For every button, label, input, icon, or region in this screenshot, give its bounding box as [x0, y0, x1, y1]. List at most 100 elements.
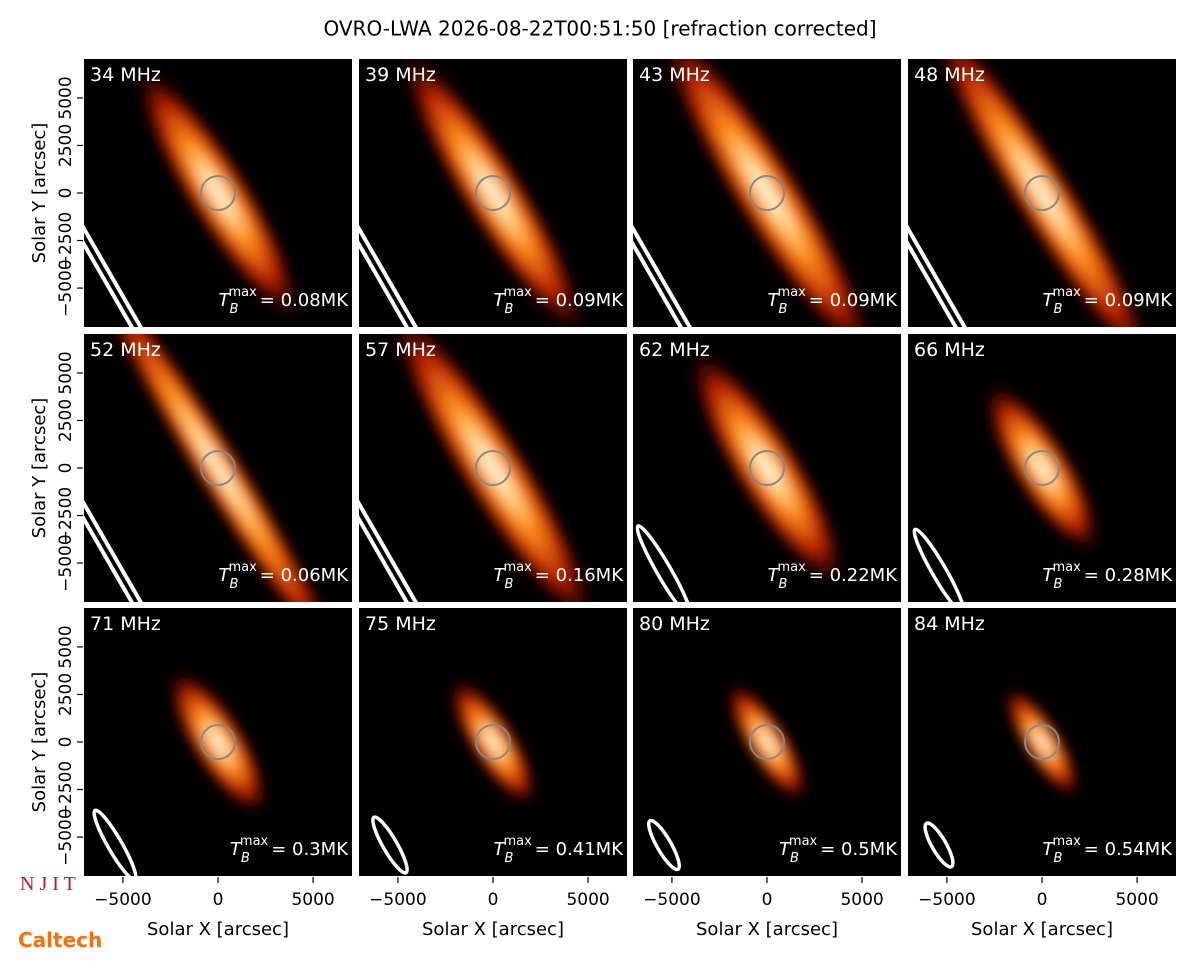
annotation-value: = 0.09MK	[809, 290, 898, 311]
annotation: TBmax = 0.08MK	[219, 285, 350, 317]
beam	[83, 498, 144, 603]
annotation-value: = 0.16MK	[535, 565, 624, 586]
symbol-sub: B	[230, 302, 239, 317]
panel	[83, 333, 353, 603]
solar-disk	[475, 450, 511, 486]
y-axis-label: Solar Y [arcsec]	[29, 398, 50, 539]
x-tick-label: −5000	[94, 890, 152, 910]
panel	[83, 607, 353, 877]
symbol: T	[1043, 565, 1056, 586]
beam	[635, 524, 693, 603]
beam	[358, 223, 419, 328]
solar-disk	[1024, 450, 1060, 486]
symbol-sup: max	[1052, 560, 1081, 575]
panel	[632, 607, 902, 877]
y-tick-label: 0	[56, 463, 76, 474]
symbol-sub: B	[505, 577, 514, 592]
beam	[83, 223, 144, 328]
y-tick-label: −5000	[56, 534, 76, 592]
beam	[912, 527, 966, 603]
annotation-value: = 0.06MK	[260, 565, 349, 586]
symbol-sub: B	[230, 577, 239, 592]
emission	[167, 668, 269, 816]
annotation: TBmax = 0.06MK	[219, 560, 350, 592]
beam	[907, 223, 968, 328]
y-tick-label: 5000	[56, 625, 76, 668]
x-tick-label: 0	[213, 890, 224, 910]
y-tick-label: 5000	[56, 76, 76, 119]
logo-caltech: Caltech	[18, 928, 102, 952]
y-tick-label: −5000	[56, 808, 76, 866]
panel-title: 84 MHz	[914, 613, 985, 635]
emission	[687, 347, 847, 589]
panel-frame	[357, 57, 629, 329]
panel-frame	[631, 332, 903, 604]
symbol-sup: max	[240, 834, 269, 849]
emission	[1003, 685, 1081, 799]
annotation: TBmax = 0.5MK	[779, 834, 898, 866]
solar-disk	[200, 450, 236, 486]
x-tick-label: 0	[488, 890, 499, 910]
symbol-sup: max	[228, 560, 257, 575]
y-tick-label: −2500	[56, 761, 76, 819]
symbol: T	[1043, 839, 1056, 860]
x-axis-label: Solar X [arcsec]	[147, 919, 289, 940]
x-axis-label: Solar X [arcsec]	[971, 919, 1113, 940]
y-tick-label: 0	[56, 737, 76, 748]
symbol-sub: B	[1054, 577, 1063, 592]
annotation: TBmax = 0.22MK	[768, 560, 899, 592]
y-tick-label: 5000	[56, 351, 76, 394]
annotation-value: = 0.5MK	[820, 839, 898, 860]
solar-disk	[475, 724, 511, 760]
x-tick-label: −5000	[918, 890, 976, 910]
solar-disk	[200, 724, 236, 760]
symbol-sub: B	[241, 851, 250, 866]
x-tick-label: −5000	[643, 890, 701, 910]
beam	[92, 808, 138, 877]
x-tick-label: 5000	[566, 890, 609, 910]
annotation-value: = 0.28MK	[1084, 565, 1173, 586]
annotation-value: = 0.41MK	[535, 839, 624, 860]
annotation: TBmax = 0.09MK	[1043, 285, 1174, 317]
beam	[632, 223, 693, 328]
annotation: TBmax = 0.3MK	[230, 834, 349, 866]
beam	[358, 513, 410, 603]
panel	[907, 333, 1177, 603]
emission	[134, 64, 302, 322]
panel-title: 39 MHz	[365, 64, 436, 86]
annotation-value: = 0.54MK	[1084, 839, 1173, 860]
symbol: T	[779, 839, 792, 860]
emission	[657, 58, 877, 328]
solar-disk	[749, 450, 785, 486]
solar-disk	[475, 175, 511, 211]
symbol-sub: B	[505, 851, 514, 866]
symbol-sup: max	[1052, 285, 1081, 300]
symbol-sub: B	[505, 302, 514, 317]
beam	[632, 238, 684, 328]
panel-title: 57 MHz	[365, 339, 436, 361]
panel	[907, 58, 1177, 328]
symbol-sup: max	[789, 834, 818, 849]
panel-title: 52 MHz	[90, 339, 161, 361]
beam	[83, 513, 135, 603]
beam	[907, 238, 959, 328]
x-tick-label: 5000	[840, 890, 883, 910]
solar-disk	[1024, 724, 1060, 760]
symbol: T	[230, 839, 243, 860]
panel-frame	[357, 332, 629, 604]
emission	[927, 58, 1157, 328]
symbol-sup: max	[1052, 834, 1081, 849]
x-axis-label: Solar X [arcsec]	[422, 919, 564, 940]
annotation-value: = 0.3MK	[271, 839, 349, 860]
symbol: T	[494, 839, 507, 860]
symbol-sup: max	[503, 285, 532, 300]
annotation-value: = 0.08MK	[260, 290, 349, 311]
panel-title: 75 MHz	[365, 613, 436, 635]
panel	[907, 607, 1177, 877]
x-axis-label: Solar X [arcsec]	[696, 919, 838, 940]
beam	[923, 821, 955, 869]
symbol-sup: max	[228, 285, 257, 300]
beam	[371, 815, 409, 875]
logo-njit: N J I T	[20, 873, 76, 895]
